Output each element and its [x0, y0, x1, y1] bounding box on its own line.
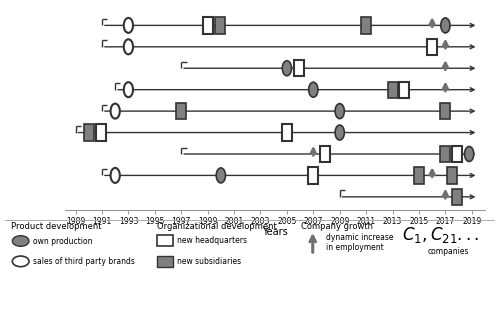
- Bar: [84, 124, 94, 141]
- Text: new subsidiaries: new subsidiaries: [178, 257, 242, 266]
- Bar: [214, 17, 224, 33]
- Bar: [294, 60, 304, 76]
- Bar: [414, 167, 424, 183]
- Circle shape: [282, 61, 292, 76]
- Circle shape: [110, 104, 120, 119]
- Text: Product development: Product development: [11, 222, 102, 231]
- Bar: [388, 82, 398, 98]
- Circle shape: [124, 82, 133, 97]
- Circle shape: [124, 18, 133, 33]
- Bar: [452, 146, 462, 162]
- Circle shape: [308, 82, 318, 97]
- Bar: [440, 103, 450, 119]
- Bar: [361, 17, 371, 33]
- Bar: [308, 167, 318, 183]
- Bar: [320, 146, 330, 162]
- Circle shape: [124, 39, 133, 54]
- Circle shape: [216, 168, 226, 183]
- Text: dynamic increase
in employment: dynamic increase in employment: [326, 233, 394, 252]
- X-axis label: Years: Years: [262, 227, 288, 237]
- Text: Company growth: Company growth: [302, 222, 374, 231]
- Text: Organizational development: Organizational development: [157, 222, 276, 231]
- Circle shape: [12, 236, 29, 246]
- Bar: [96, 124, 106, 141]
- Text: own production: own production: [33, 237, 92, 245]
- Circle shape: [110, 168, 120, 183]
- Bar: [202, 17, 212, 33]
- Bar: [400, 82, 409, 98]
- Text: new headquarters: new headquarters: [178, 236, 248, 245]
- Text: $C_1, C_{21}...$: $C_1, C_{21}...$: [402, 225, 479, 245]
- Bar: [157, 256, 173, 267]
- Bar: [427, 39, 437, 55]
- Bar: [176, 103, 186, 119]
- Bar: [157, 235, 173, 246]
- Circle shape: [335, 104, 344, 119]
- Bar: [447, 167, 457, 183]
- Text: companies: companies: [428, 248, 469, 256]
- Circle shape: [441, 18, 450, 33]
- Circle shape: [464, 146, 474, 162]
- Bar: [282, 124, 292, 141]
- Bar: [440, 146, 450, 162]
- Text: sales of third party brands: sales of third party brands: [33, 257, 135, 266]
- Circle shape: [335, 125, 344, 140]
- Circle shape: [12, 256, 29, 267]
- Bar: [452, 189, 462, 205]
